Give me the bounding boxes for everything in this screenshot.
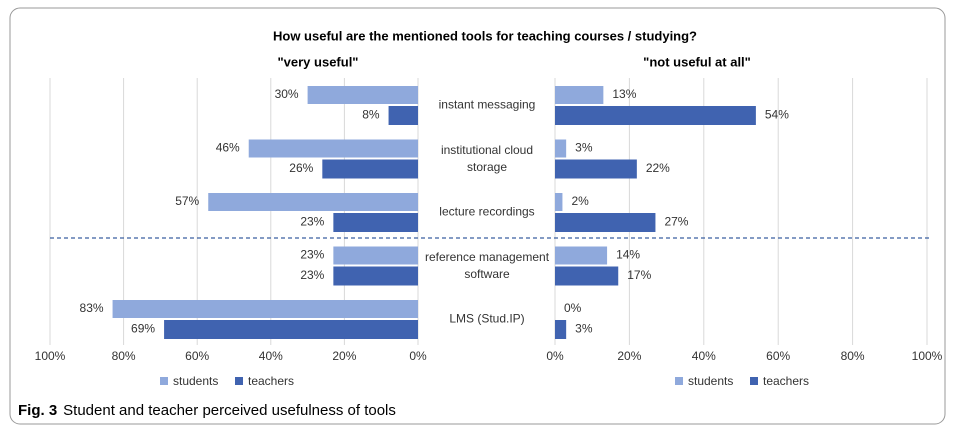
x-tick-label: 60% <box>185 349 209 363</box>
subtitle: "very useful" <box>278 54 359 69</box>
value-label: 22% <box>646 161 670 175</box>
x-tick-label: 20% <box>332 349 356 363</box>
category-label: LMS (Stud.IP) <box>449 311 525 326</box>
x-tick-label: 100% <box>35 349 66 363</box>
bar <box>333 266 418 286</box>
legend-swatch <box>675 377 683 385</box>
value-label: 2% <box>571 194 589 208</box>
value-label: 17% <box>627 268 651 282</box>
bar <box>208 193 418 211</box>
legend-swatch <box>235 377 243 385</box>
x-tick-label: 80% <box>112 349 136 363</box>
legend-label: students <box>173 374 218 388</box>
x-tick-label: 40% <box>692 349 716 363</box>
bar <box>164 320 418 339</box>
value-label: 83% <box>80 301 104 315</box>
bar <box>555 246 608 265</box>
legend-swatch <box>160 377 168 385</box>
bar <box>322 159 418 179</box>
bar <box>555 106 756 125</box>
subtitle: "not useful at all" <box>643 54 751 69</box>
x-tick-label: 0% <box>409 349 427 363</box>
bar <box>333 246 418 265</box>
value-label: 30% <box>275 87 299 101</box>
legend-label: teachers <box>763 374 809 388</box>
value-label: 8% <box>362 108 380 122</box>
caption: Fig. 3 Student and teacher perceived usef… <box>18 402 396 419</box>
legend-swatch <box>750 377 758 385</box>
bar <box>555 86 604 104</box>
value-label: 14% <box>616 248 640 262</box>
bar <box>555 159 637 179</box>
x-tick-label: 20% <box>617 349 641 363</box>
x-tick-label: 100% <box>912 349 943 363</box>
x-tick-label: 0% <box>546 349 564 363</box>
bar <box>388 106 418 125</box>
category-label: reference management software <box>424 249 550 281</box>
category-label: instant messaging <box>438 97 536 112</box>
value-label: 46% <box>216 141 240 155</box>
bar <box>555 213 656 232</box>
frame <box>9 7 946 425</box>
value-label: 0% <box>564 301 582 315</box>
value-label: 23% <box>300 248 324 262</box>
value-label: 69% <box>131 322 155 336</box>
plot: 100% 80% 60% 40% 20% 0% 30% 46% 57% 23% 83% student… <box>35 78 943 388</box>
bar <box>112 300 418 318</box>
chart-title: How useful are the mentioned tools for t… <box>273 28 697 43</box>
caption-text: Student and teacher perceived usefulness… <box>63 402 396 419</box>
value-label: 3% <box>575 322 593 336</box>
x-tick-label: 60% <box>766 349 790 363</box>
x-tick-label: 40% <box>259 349 283 363</box>
value-label: 27% <box>664 215 688 229</box>
value-label: 3% <box>575 141 593 155</box>
value-label: 26% <box>289 161 313 175</box>
value-label: 23% <box>300 215 324 229</box>
x-tick-label: 80% <box>841 349 865 363</box>
value-label: 13% <box>612 87 636 101</box>
bar <box>555 266 619 286</box>
legend-label: students <box>688 374 733 388</box>
bar <box>555 193 563 211</box>
legend-label: teachers <box>248 374 294 388</box>
category-label: lecture recordings <box>439 204 535 219</box>
bar <box>307 86 418 104</box>
caption-label: Fig. 3 <box>18 402 57 419</box>
value-label: 54% <box>765 108 789 122</box>
value-label: 23% <box>300 268 324 282</box>
bar <box>555 320 567 339</box>
bar <box>333 213 418 232</box>
bar <box>555 139 567 158</box>
category-label: institutional cloud storage <box>440 142 534 174</box>
value-label: 57% <box>175 194 199 208</box>
bar <box>248 139 418 158</box>
